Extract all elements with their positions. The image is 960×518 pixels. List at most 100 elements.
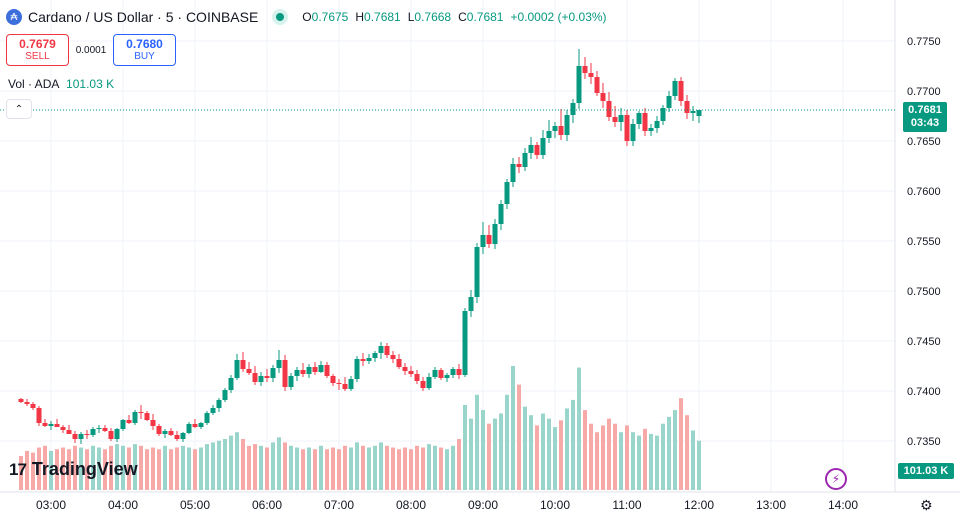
volume-bar xyxy=(577,367,581,490)
candle-body xyxy=(504,182,510,204)
volume-bar xyxy=(49,450,53,490)
volume-bar xyxy=(427,444,431,490)
candle-body xyxy=(570,103,576,115)
volume-bar xyxy=(139,445,143,490)
volume-bar xyxy=(535,425,539,490)
candle-body xyxy=(222,390,228,400)
candle-body xyxy=(252,373,258,382)
candle-body xyxy=(648,128,654,131)
last-price-value: 0.7681 xyxy=(908,104,942,116)
candle-body xyxy=(90,429,96,435)
candle-body xyxy=(264,376,270,378)
volume-bar xyxy=(619,432,623,490)
volume-bar xyxy=(391,447,395,490)
candle-body xyxy=(360,359,366,361)
volume-bar xyxy=(631,432,635,490)
volume-bar xyxy=(571,399,575,490)
volume-bar xyxy=(157,449,161,490)
cardano-icon[interactable]: ₳ xyxy=(6,9,22,25)
close-label: C xyxy=(458,10,467,24)
trade-panel: 0.7679 SELL 0.0001 0.7680 BUY xyxy=(6,34,176,66)
candle-body xyxy=(666,96,672,108)
buy-button[interactable]: 0.7680 BUY xyxy=(113,34,176,66)
price-tick-label: 0.7600 xyxy=(907,186,941,198)
volume-bar xyxy=(313,449,317,490)
candle-body xyxy=(426,377,432,388)
candle-body xyxy=(246,369,252,373)
volume-bar xyxy=(409,449,413,490)
candle-body xyxy=(642,113,648,131)
volume-bar xyxy=(301,449,305,490)
volume-bar xyxy=(433,445,437,490)
volume-bar xyxy=(151,447,155,490)
candle-body xyxy=(72,434,78,439)
sell-label: SELL xyxy=(25,51,50,63)
candle-body xyxy=(414,374,420,381)
time-tick-label: 07:00 xyxy=(324,498,354,512)
volume-bar xyxy=(439,447,443,490)
volume-bar xyxy=(499,413,503,490)
volume-bar xyxy=(505,394,509,490)
candle-body xyxy=(66,430,72,434)
candle-body xyxy=(600,93,606,101)
sell-button[interactable]: 0.7679 SELL xyxy=(6,34,69,66)
candle-body xyxy=(120,420,126,429)
candle-body xyxy=(660,108,666,121)
volume-bar xyxy=(199,447,203,490)
volume-bars xyxy=(19,365,701,490)
candle-body xyxy=(276,360,282,368)
candle-body xyxy=(60,427,66,430)
candle-body xyxy=(324,365,330,376)
candle-body xyxy=(282,360,288,387)
volume-bar xyxy=(511,365,515,490)
candle-body xyxy=(300,370,306,374)
candle-body xyxy=(318,365,324,372)
chevron-up-icon[interactable]: ⌃ xyxy=(6,99,32,119)
candle-body xyxy=(342,384,348,389)
low-label: L xyxy=(407,10,415,24)
candle-body xyxy=(162,431,168,434)
volume-bar xyxy=(403,447,407,490)
candle-body xyxy=(288,376,294,387)
candle-body xyxy=(210,408,216,413)
low-value: 0.7668 xyxy=(414,10,452,24)
volume-bar xyxy=(67,449,71,490)
lightning-icon[interactable]: ⚡ xyxy=(825,468,847,490)
volume-bar xyxy=(415,445,419,490)
price-tick-label: 0.7450 xyxy=(907,336,941,348)
candle-body xyxy=(588,73,594,77)
volume-bar xyxy=(229,435,233,490)
volume-bar xyxy=(397,449,401,490)
tradingview-logo[interactable]: 17 TradingView xyxy=(9,459,138,480)
gear-icon[interactable]: ⚙ xyxy=(920,497,933,513)
candle-body xyxy=(480,235,486,247)
candle-body xyxy=(684,101,690,113)
candle-body xyxy=(138,412,144,413)
candle-body xyxy=(294,370,300,376)
candle-body xyxy=(84,434,90,435)
time-tick-label: 11:00 xyxy=(612,498,641,512)
time-tick-label: 14:00 xyxy=(828,498,858,512)
volume-bar xyxy=(337,449,341,490)
market-open-dot-icon xyxy=(272,9,289,25)
candle-body xyxy=(468,297,474,311)
candle-body xyxy=(420,381,426,388)
candle-body xyxy=(486,235,492,244)
volume-bar xyxy=(355,442,359,490)
symbol-title[interactable]: Cardano / US Dollar · 5 · COINBASE xyxy=(28,9,259,25)
volume-bar xyxy=(349,447,353,490)
volume-bar xyxy=(655,435,659,490)
candlesticks xyxy=(18,49,702,444)
time-axis: 03:00 04:00 05:00 06:00 07:00 08:00 09:00 10:00… xyxy=(36,498,858,512)
volume-bar xyxy=(73,445,77,490)
open-label: O xyxy=(302,10,312,24)
volume-bar xyxy=(31,452,35,490)
volume-bar xyxy=(649,433,653,490)
volume-legend: Vol · ADA 101.03 K xyxy=(8,77,114,91)
volume-bar xyxy=(133,444,137,490)
time-tick-label: 06:00 xyxy=(252,498,282,512)
volume-bar xyxy=(37,447,41,490)
time-tick-label: 09:00 xyxy=(468,498,498,512)
candle-body xyxy=(564,115,570,135)
